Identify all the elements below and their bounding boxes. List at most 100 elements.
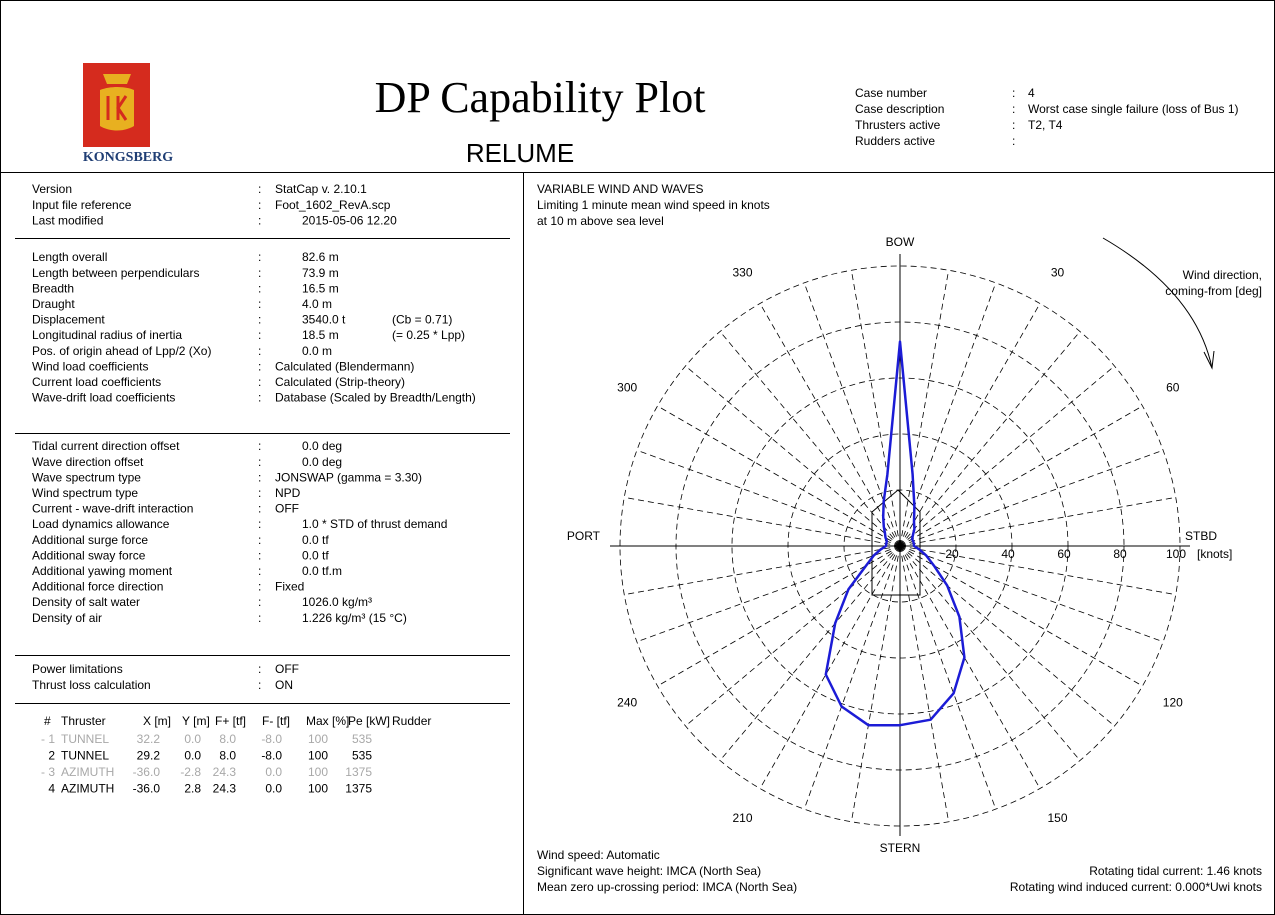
field-sep: : (258, 297, 261, 311)
thruster-no: 4 (48, 782, 55, 796)
field-label: Wind load coefficients (32, 359, 149, 373)
thruster-cell: -36.0 (133, 782, 161, 796)
field-label: Pos. of origin ahead of Lpp/2 (Xo) (32, 344, 211, 358)
field-sep: : (258, 266, 261, 280)
thruster-type: TUNNEL (61, 732, 109, 746)
field-sep: : (258, 678, 261, 692)
field-label: Additional force direction (32, 580, 163, 594)
field-value: 0.0 tf (302, 533, 329, 547)
spoke (899, 449, 1164, 547)
field-value: 1.0 * STD of thrust demand (302, 517, 447, 531)
field-label: Wave direction offset (32, 455, 144, 469)
spoke (624, 545, 901, 596)
field-sep: : (258, 328, 261, 342)
field-label: Last modified (32, 213, 103, 227)
thruster-cell: 100 (308, 749, 328, 763)
r-tick-label: 60 (1057, 547, 1071, 561)
field-label: Wind spectrum type (32, 486, 138, 500)
angle-label: 240 (617, 696, 637, 710)
hull-outline (871, 489, 921, 596)
title: DP Capability Plot (375, 73, 706, 122)
angle-label: 210 (732, 811, 752, 825)
field-sep: : (258, 359, 261, 373)
thruster-cell: -8.0 (261, 732, 282, 746)
field-label: Additional yawing moment (32, 564, 173, 578)
thruster-cell: -8.0 (261, 749, 282, 763)
spoke (899, 545, 997, 810)
field-value: 3540.0 t (302, 313, 346, 327)
logo-text: KONGSBERG (83, 150, 173, 165)
field-label: Length overall (32, 250, 107, 264)
field-value: 0.0 m (302, 344, 332, 358)
field-label: Wave spectrum type (32, 470, 141, 484)
table-header: F+ [tf] (215, 714, 246, 728)
field-label: Density of salt water (32, 595, 140, 609)
field-value: Calculated (Strip-theory) (275, 375, 405, 389)
plot-subtitle: at 10 m above sea level (537, 214, 664, 228)
field-value: 0.0 deg (302, 455, 342, 469)
ring (731, 377, 1069, 715)
thruster-cell: 2.8 (184, 782, 201, 796)
thruster-cell: 535 (352, 732, 372, 746)
field-sep: : (258, 313, 261, 327)
field-label: Tidal current direction offset (32, 439, 180, 453)
field-value: OFF (275, 662, 299, 676)
compass-label: PORT (567, 529, 601, 543)
angle-label: 150 (1047, 811, 1067, 825)
plot-footer: Wind speed: Automatic (537, 848, 660, 862)
field-sep: : (258, 281, 261, 295)
spoke (899, 270, 950, 547)
thruster-no: 2 (48, 749, 55, 763)
spoke (759, 303, 901, 547)
angle-label: 120 (1163, 696, 1183, 710)
field-sep: : (258, 250, 261, 264)
angle-label: 330 (732, 265, 752, 279)
spoke (624, 496, 901, 547)
field-sep: : (258, 439, 261, 453)
thruster-cell: 8.0 (219, 749, 236, 763)
spoke (803, 545, 901, 810)
field-value: OFF (275, 502, 299, 516)
r-tick-label: 20 (945, 547, 959, 561)
field-value: 16.5 m (302, 281, 339, 295)
spoke (899, 282, 997, 547)
field-label: Additional sway force (32, 548, 146, 562)
field-sep: : (258, 611, 261, 625)
spoke (899, 331, 1081, 547)
field-value: 1.226 kg/m³ (15 °C) (302, 611, 407, 625)
field-label: Thrust loss calculation (32, 678, 151, 692)
spoke (899, 405, 1143, 547)
field-value: Database (Scaled by Breadth/Length) (275, 391, 476, 405)
r-tick-label: 100 (1166, 547, 1186, 561)
field-label: Additional surge force (32, 533, 148, 547)
field-value: (= 0.25 * Lpp) (392, 328, 465, 342)
field-sep: : (258, 662, 261, 676)
spoke (685, 365, 901, 547)
direction-note: coming-from [deg] (1165, 284, 1262, 298)
table-header: Y [m] (182, 714, 210, 728)
thruster-cell: 24.3 (213, 782, 237, 796)
spoke (719, 331, 901, 547)
compass-label: BOW (886, 235, 915, 249)
field-sep: : (258, 486, 261, 500)
field-sep: : (258, 391, 261, 405)
field-value: 0.0 tf.m (302, 564, 342, 578)
spoke (899, 545, 1041, 789)
field-value: 0.0 deg (302, 439, 342, 453)
thruster-cell: 24.3 (213, 765, 237, 779)
wind-arrow (1102, 237, 1215, 370)
spoke (899, 545, 1176, 596)
table-header: Thruster (61, 714, 106, 728)
field-label: Input file reference (32, 198, 132, 212)
field-sep: : (258, 564, 261, 578)
case-field: : (1012, 134, 1015, 148)
thruster-cell: 1375 (345, 765, 372, 779)
field-sep: : (258, 517, 261, 531)
angle-label: 60 (1166, 381, 1180, 395)
thruster-type: TUNNEL (61, 749, 109, 763)
field-label: Length between perpendiculars (32, 266, 199, 280)
field-sep: : (258, 344, 261, 358)
spoke (899, 545, 1143, 687)
thruster-cell: 29.2 (137, 749, 161, 763)
thruster-cell: 32.2 (137, 732, 161, 746)
